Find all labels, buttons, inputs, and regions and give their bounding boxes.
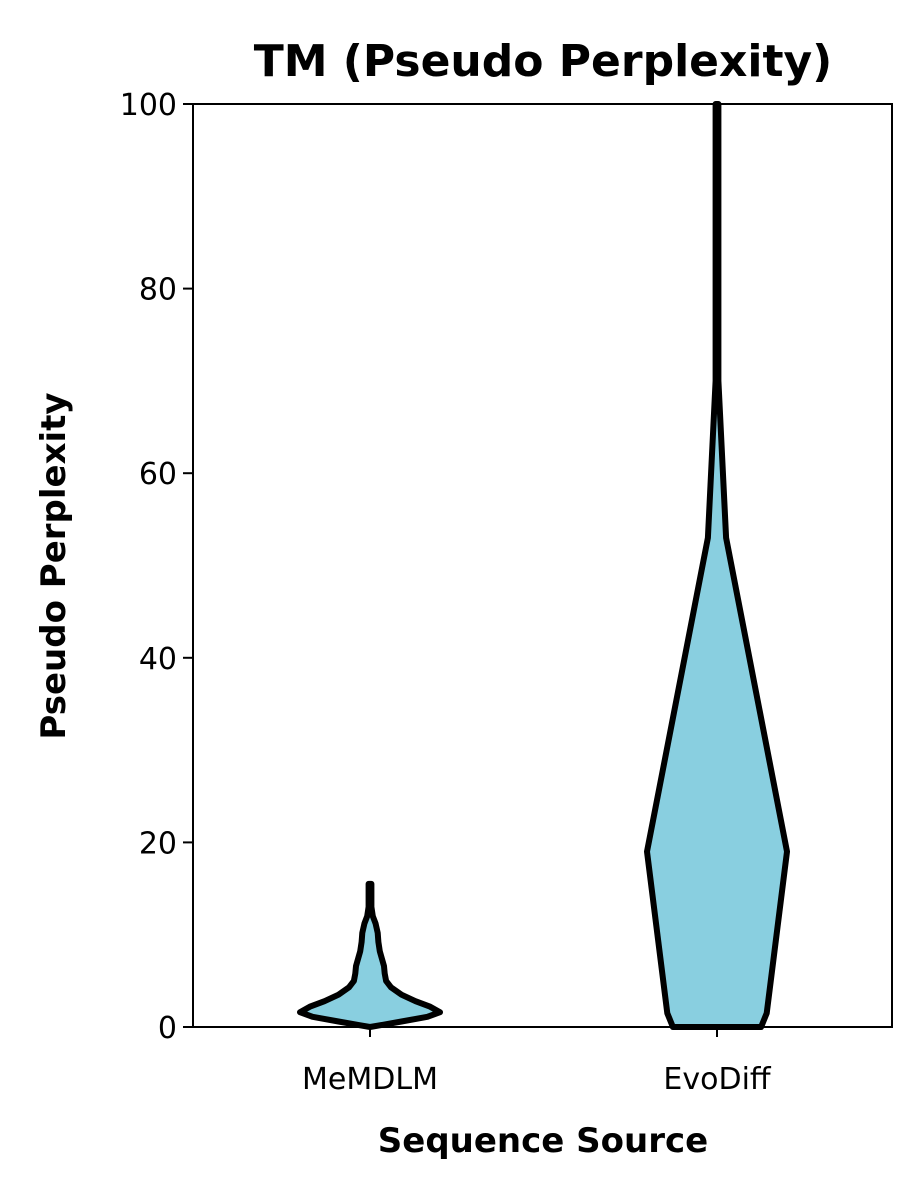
violin-evodiff [644, 101, 790, 1030]
violin-memdlm [297, 880, 443, 1030]
chart-title: TM (Pseudo Perplexity) [254, 36, 833, 87]
x-tick-label: EvoDiff [663, 1062, 771, 1097]
y-tick-label: 40 [139, 642, 177, 677]
y-tick-label: 80 [139, 273, 177, 308]
y-axis: 0 20 40 60 80 100 [120, 88, 193, 1046]
x-tick-label: MeMDLM [302, 1062, 438, 1097]
x-axis-label: Sequence Source [378, 1121, 708, 1161]
plot-frame [192, 103, 893, 1028]
y-tick-label: 20 [139, 826, 177, 861]
y-axis-label: Pseudo Perplexity [34, 392, 74, 739]
violins-layer [297, 101, 790, 1030]
y-tick-label: 100 [120, 88, 177, 123]
y-tick-label: 60 [139, 457, 177, 492]
x-axis: MeMDLM EvoDiff [302, 1027, 772, 1097]
y-tick-label: 0 [158, 1011, 177, 1046]
